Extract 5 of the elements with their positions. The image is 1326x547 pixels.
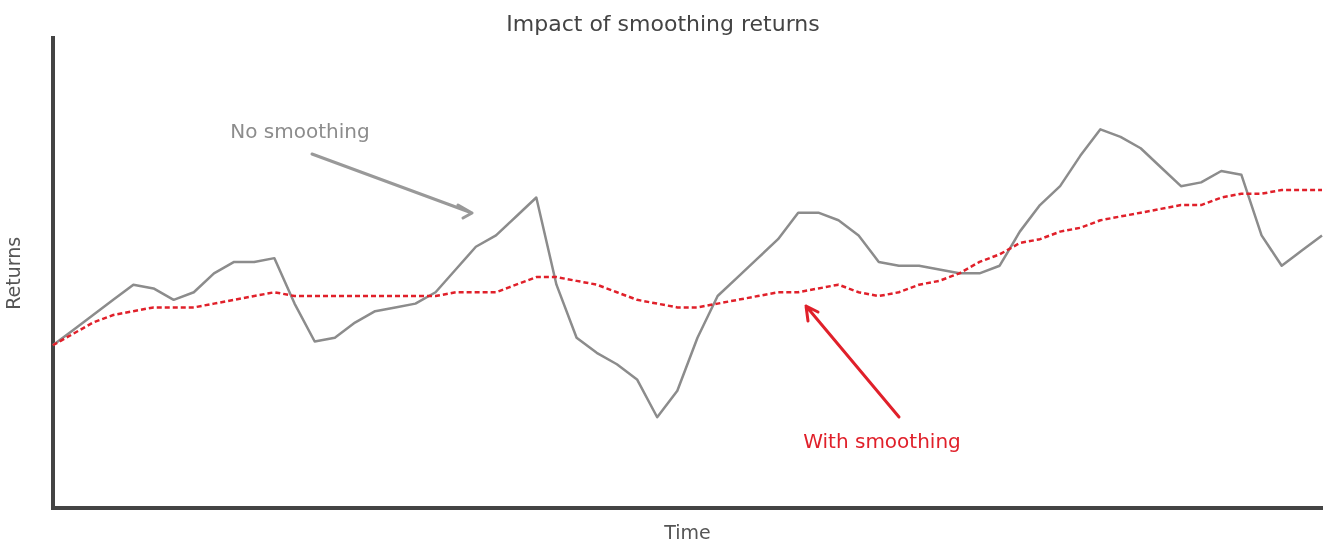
text: No smoothing — [230, 119, 370, 144]
chart-title: Impact of smoothing returns — [506, 10, 820, 36]
text: With smoothing — [803, 429, 961, 454]
x-axis-title: Time — [663, 520, 711, 543]
y-axis-title: Returns — [2, 236, 25, 310]
